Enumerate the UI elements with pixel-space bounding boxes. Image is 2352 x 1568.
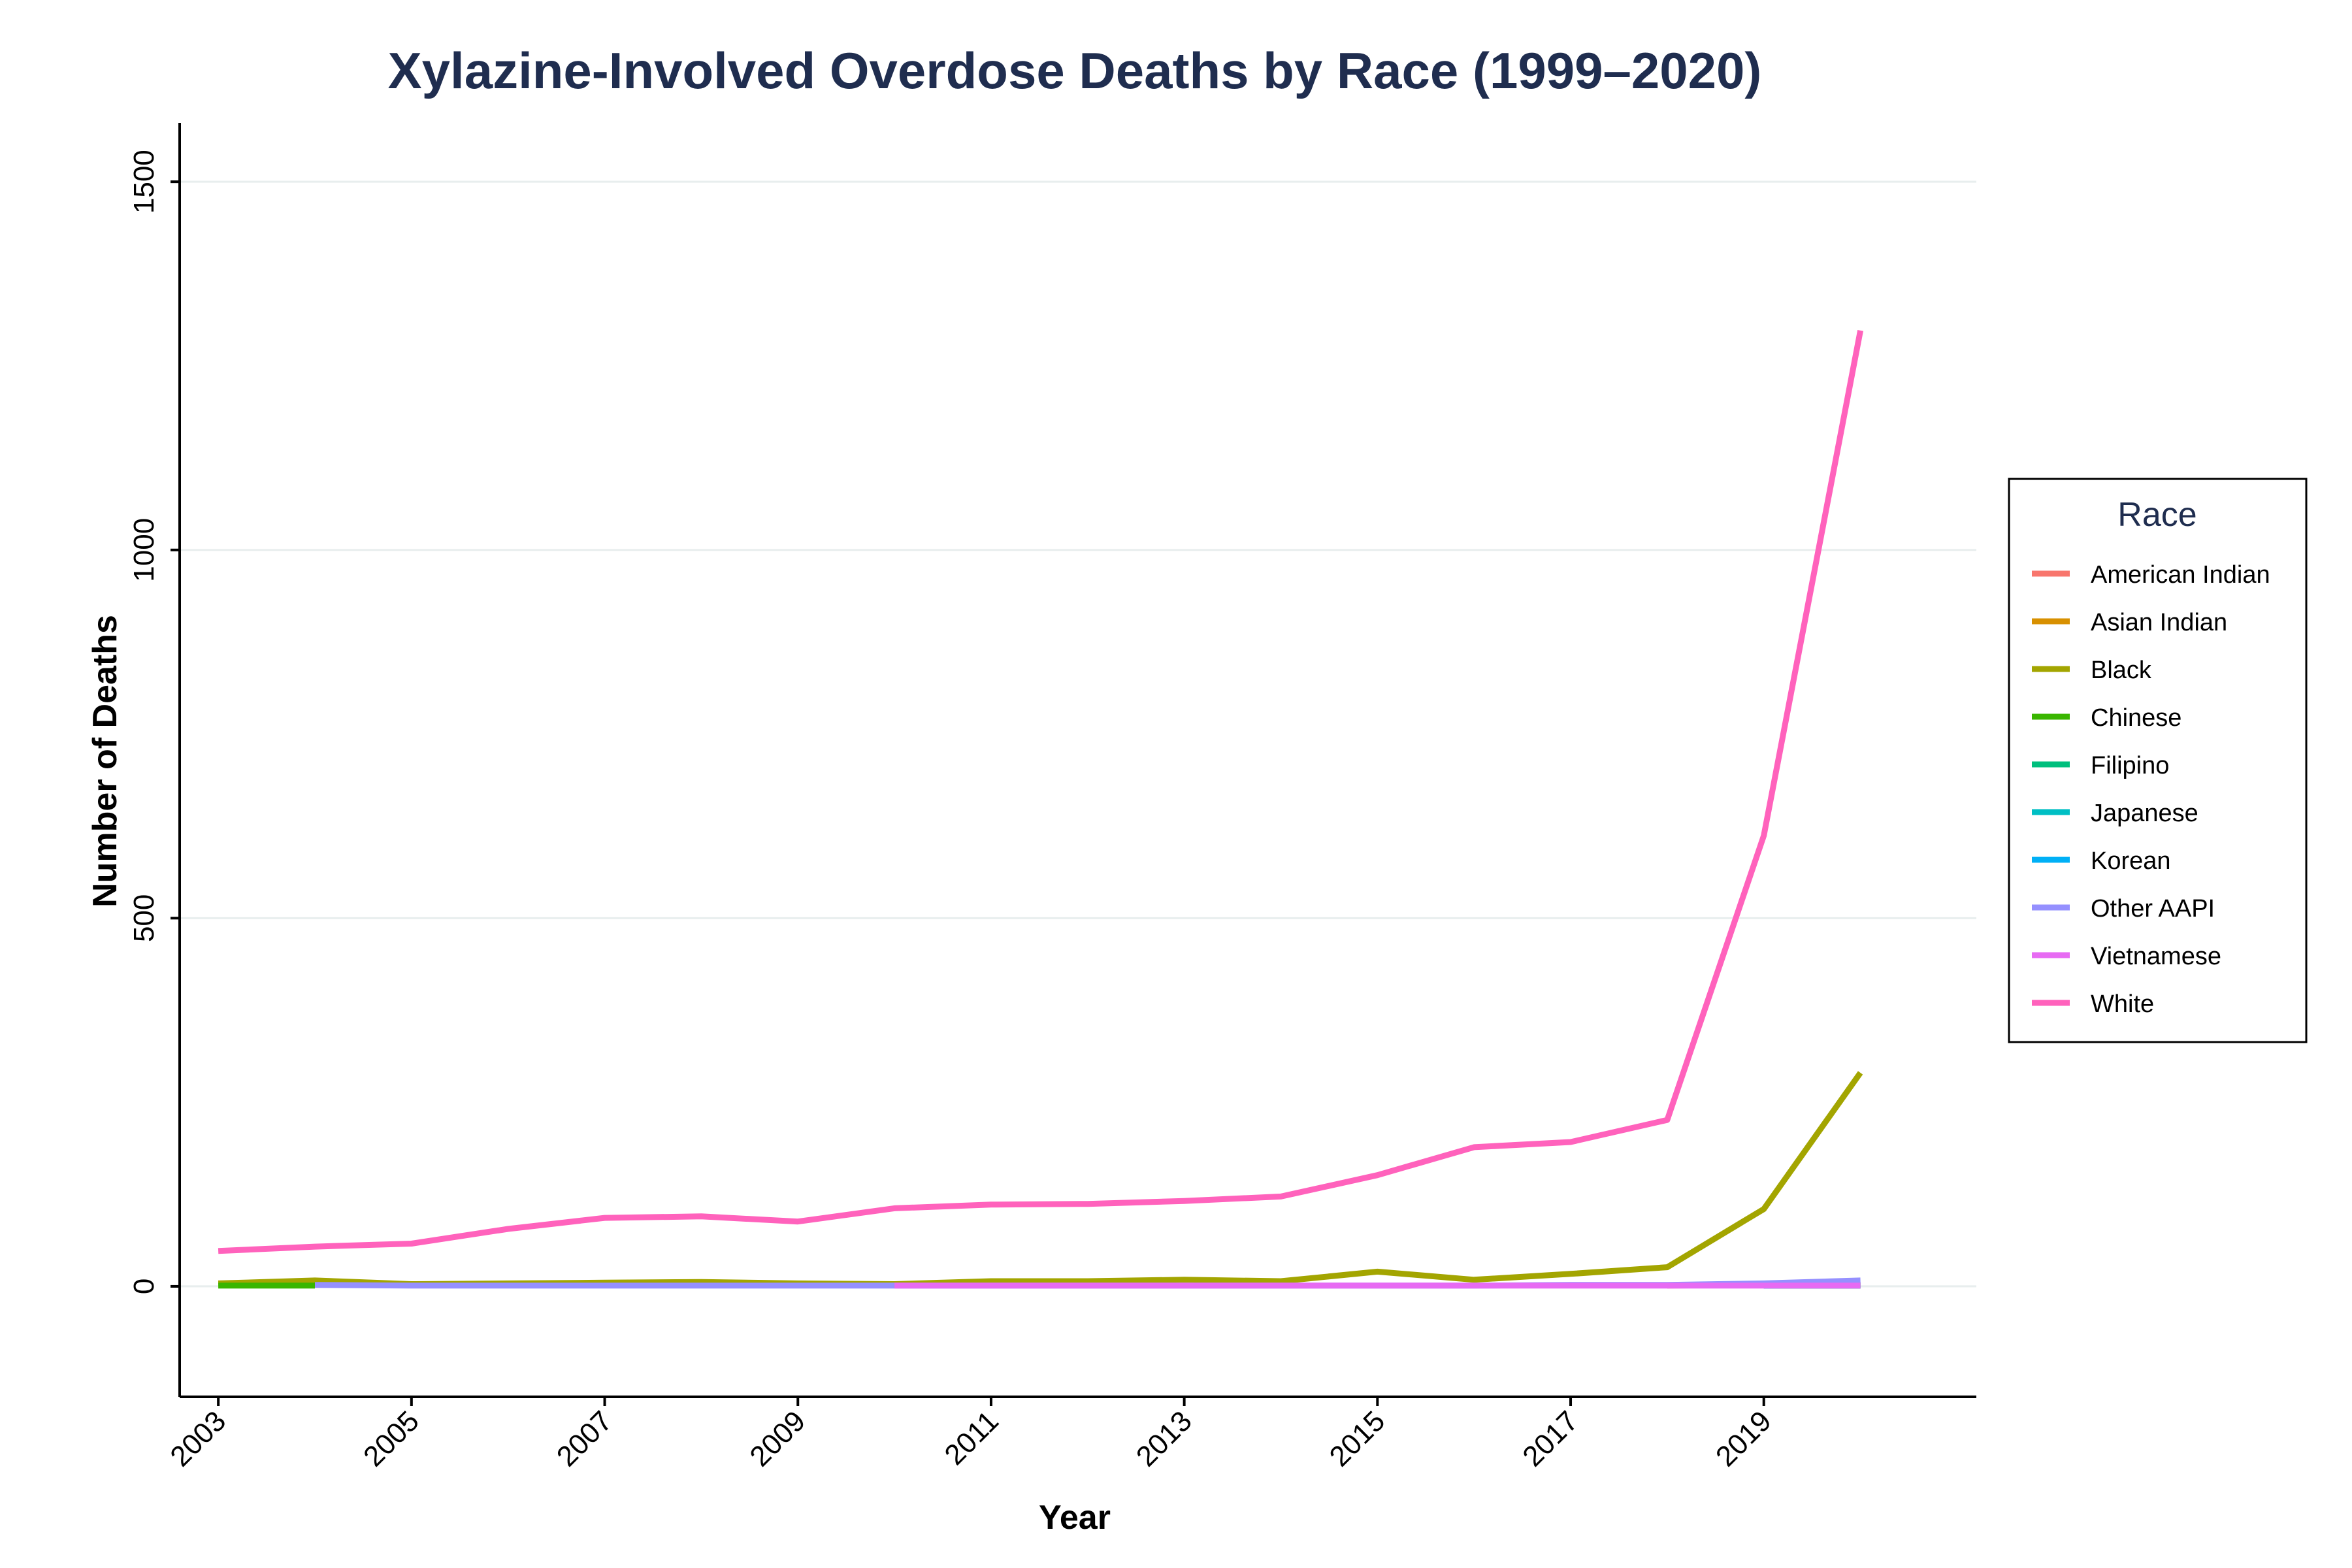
x-tick-label: 2013 [1130,1405,1198,1473]
legend-label: Korean [2091,847,2171,875]
x-tick-label: 2019 [1710,1405,1778,1473]
series-lines [218,330,1864,1289]
legend-items: American Indian Asian Indian Black Chinese F… [2032,561,2270,1018]
legend-label: Black [2091,657,2152,684]
legend: Race American Indian Asian Indian Black Chi… [2008,478,2308,1043]
y-tick-label: 1500 [128,150,160,214]
x-tick-label: 2011 [938,1405,1005,1471]
x-tick-label: 2007 [551,1405,619,1473]
y-tick-label: 1000 [128,518,160,582]
y-tick-label: 500 [128,894,160,942]
legend-title: Race [2117,496,2197,534]
legend-label: Vietnamese [2091,943,2221,970]
legend-label: Japanese [2091,800,2198,827]
legend-label: American Indian [2091,561,2270,589]
legend-label: Asian Indian [2091,609,2227,636]
series-line-white [218,330,1864,1254]
x-tick-label: 2009 [743,1405,811,1473]
x-tick-label: 2003 [164,1405,232,1473]
legend-label: White [2091,990,2154,1018]
x-tick-label: 2005 [357,1405,425,1473]
y-axis-ticks: 0 500 1000 1500 [128,150,180,1294]
x-tick-label: 2015 [1324,1405,1392,1473]
series-line-black [218,1071,1863,1287]
legend-label: Chinese [2091,704,2181,732]
legend-label: Filipino [2091,752,2169,779]
y-tick-label: 0 [128,1279,160,1294]
y-axis-title: Number of Deaths [86,615,124,907]
chart-title: Xylazine-Involved Overdose Deaths by Rac… [388,42,1762,99]
legend-label: Other AAPI [2091,895,2215,923]
x-tick-label: 2017 [1516,1405,1584,1473]
x-axis-title: Year [1039,1499,1111,1537]
axes [178,123,1976,1398]
gridlines [180,180,1976,1288]
x-axis-ticks: 2003 2005 2007 2009 2011 2013 2015 2017 2019 [164,1397,1778,1473]
